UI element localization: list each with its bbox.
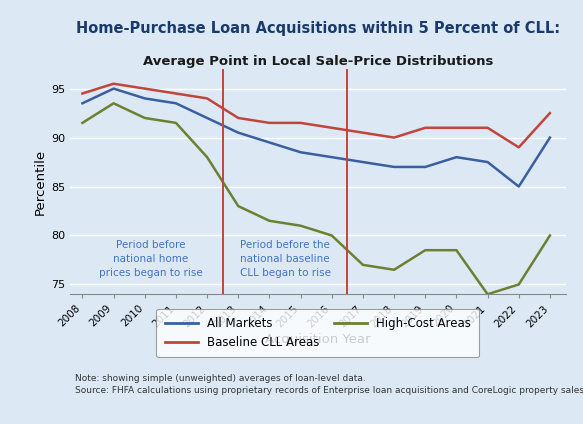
- Text: Period before
national home
prices began to rise: Period before national home prices began…: [99, 240, 203, 279]
- Text: Note: showing simple (unweighted) averages of loan-level data.
Source: FHFA calc: Note: showing simple (unweighted) averag…: [75, 374, 583, 395]
- X-axis label: Acquisition Year: Acquisition Year: [265, 333, 371, 346]
- Text: Home-Purchase Loan Acquisitions within 5 Percent of CLL:: Home-Purchase Loan Acquisitions within 5…: [76, 21, 560, 36]
- Legend: All Markets, Baseline CLL Areas, High-Cost Areas: All Markets, Baseline CLL Areas, High-Co…: [156, 309, 479, 357]
- Y-axis label: Percentile: Percentile: [34, 148, 47, 215]
- Text: Period before the
national baseline
CLL began to rise: Period before the national baseline CLL …: [240, 240, 331, 279]
- Text: Average Point in Local Sale-Price Distributions: Average Point in Local Sale-Price Distri…: [143, 55, 493, 68]
